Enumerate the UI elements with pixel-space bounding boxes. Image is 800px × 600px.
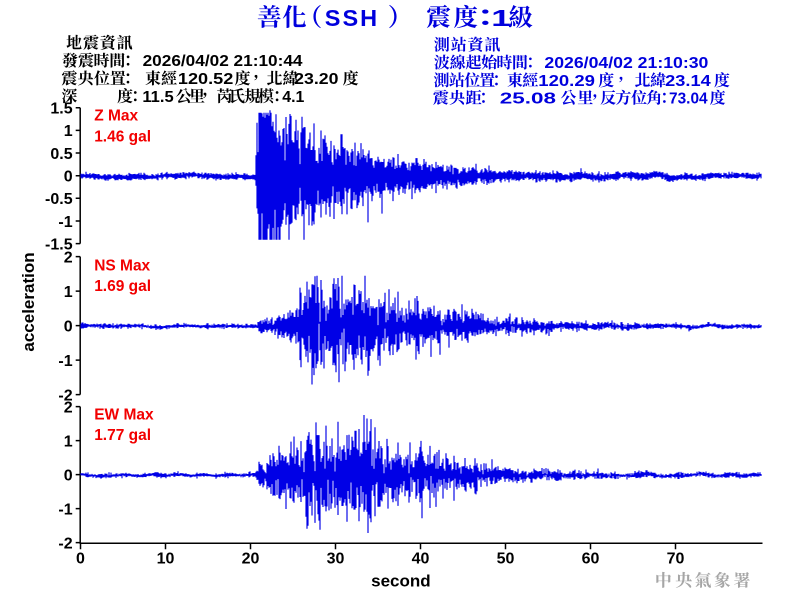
svg-text:Z Max: Z Max — [94, 108, 138, 125]
svg-text:SSH: SSH — [325, 5, 379, 31]
svg-text:0: 0 — [64, 467, 73, 484]
svg-text:-1: -1 — [58, 501, 72, 518]
svg-text:EW Max: EW Max — [94, 406, 154, 423]
svg-text:70: 70 — [667, 551, 685, 568]
svg-text:acceleration: acceleration — [19, 252, 38, 351]
svg-text:2: 2 — [64, 399, 73, 416]
svg-text:2: 2 — [64, 249, 73, 266]
svg-text:2026/04/02 21:10:30: 2026/04/02 21:10:30 — [544, 55, 708, 72]
svg-text:-2: -2 — [58, 387, 72, 404]
svg-text:40: 40 — [412, 551, 430, 568]
svg-text:-2: -2 — [58, 535, 72, 552]
svg-text:0.5: 0.5 — [50, 146, 72, 163]
svg-text:NS Max: NS Max — [94, 257, 150, 274]
svg-text:-1: -1 — [58, 214, 72, 231]
svg-text:73.04: 73.04 — [669, 90, 708, 107]
svg-text:-1.5: -1.5 — [45, 236, 73, 253]
svg-text:1: 1 — [64, 284, 73, 301]
svg-text:1: 1 — [64, 433, 73, 450]
svg-text:30: 30 — [327, 551, 345, 568]
svg-text:1: 1 — [491, 5, 511, 31]
svg-text:1.69 gal: 1.69 gal — [94, 278, 151, 295]
svg-text:120.29: 120.29 — [538, 73, 595, 90]
svg-text:1: 1 — [64, 123, 73, 140]
svg-text:1.46 gal: 1.46 gal — [94, 128, 151, 145]
svg-text:11.5: 11.5 — [142, 89, 173, 106]
svg-text:23.20: 23.20 — [294, 71, 338, 88]
svg-text:1.77 gal: 1.77 gal — [94, 427, 151, 444]
svg-text:10: 10 — [157, 551, 175, 568]
svg-text:50: 50 — [497, 551, 515, 568]
svg-text:-1: -1 — [58, 353, 72, 370]
svg-text:second: second — [371, 571, 431, 590]
svg-text:120.52: 120.52 — [178, 71, 234, 88]
svg-text:0: 0 — [64, 318, 73, 335]
svg-text:23.14: 23.14 — [665, 73, 711, 90]
svg-text:60: 60 — [582, 551, 600, 568]
svg-text:1.5: 1.5 — [50, 101, 72, 118]
svg-text:25.08: 25.08 — [500, 90, 556, 107]
svg-text:2026/04/02 21:10:44: 2026/04/02 21:10:44 — [143, 53, 303, 70]
svg-text:-0.5: -0.5 — [45, 191, 73, 208]
svg-text:4.1: 4.1 — [282, 89, 304, 106]
svg-text:0: 0 — [76, 551, 85, 568]
svg-text:20: 20 — [242, 551, 260, 568]
svg-text:0: 0 — [64, 169, 73, 186]
